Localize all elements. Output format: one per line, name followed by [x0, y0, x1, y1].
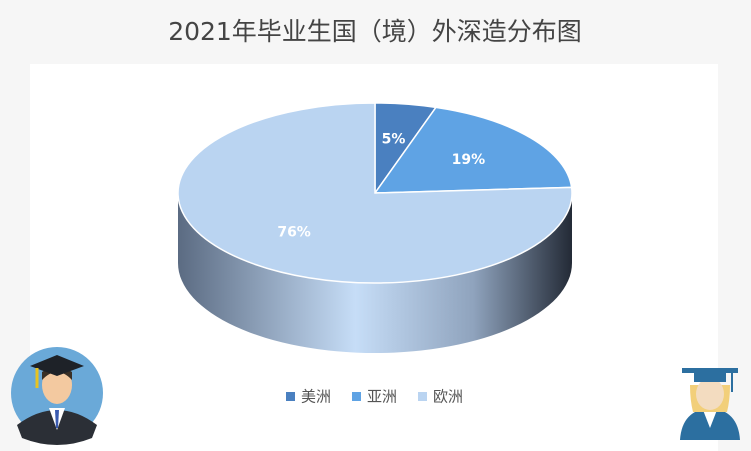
pie-slice [373, 106, 573, 194]
legend-swatch [352, 392, 361, 401]
legend-swatch [418, 392, 427, 401]
graduate-icon [680, 368, 740, 440]
legend-swatch [286, 392, 295, 401]
pie: 5% 19% 76% [177, 102, 573, 353]
data-label: 19% [452, 152, 486, 168]
graduate-avatar [11, 347, 103, 445]
legend-label: 美洲 [301, 388, 331, 406]
data-label: 5% [382, 132, 406, 148]
legend-label: 亚洲 [367, 388, 397, 406]
chart-title: 2021年毕业生国（境）外深造分布图 [168, 17, 582, 46]
pie-slice [177, 102, 573, 284]
legend: 美洲 亚洲 欧洲 [286, 388, 463, 406]
legend-label: 欧洲 [433, 388, 463, 406]
pie-side [178, 193, 572, 353]
data-label: 76% [277, 224, 311, 240]
